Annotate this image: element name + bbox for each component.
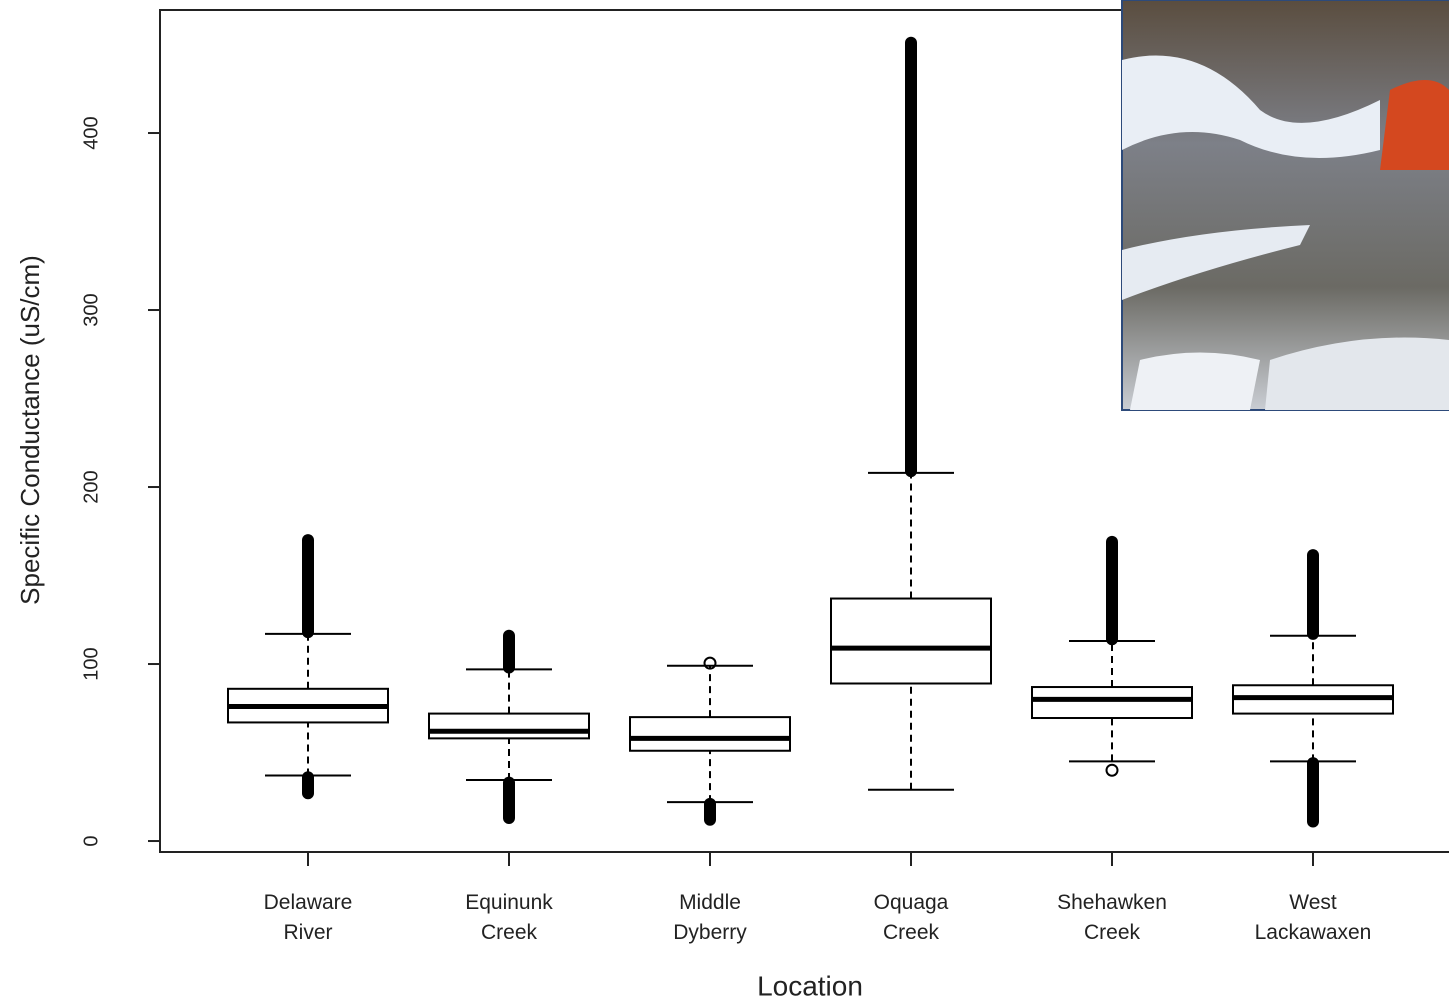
y-tick-label: 100 bbox=[80, 647, 102, 680]
box bbox=[1032, 687, 1192, 718]
x-tick-label: Middle Dyberry bbox=[650, 888, 770, 948]
y-tick-label: 0 bbox=[80, 835, 102, 846]
y-tick-label: 300 bbox=[80, 293, 102, 326]
box bbox=[831, 599, 991, 684]
x-tick-label: Shehawken Creek bbox=[1052, 888, 1172, 948]
box bbox=[429, 714, 589, 739]
y-tick-label: 400 bbox=[80, 116, 102, 149]
y-axis-label: Specific Conductance (uS/cm) bbox=[15, 255, 45, 605]
box bbox=[630, 717, 790, 751]
page: Specific Conductance (uS/cm) Location 0 1… bbox=[0, 0, 1449, 1003]
x-tick-label: Oquaga Creek bbox=[851, 888, 971, 948]
chart: Specific Conductance (uS/cm) Location 0 1… bbox=[0, 0, 1449, 1003]
photo-inset bbox=[1122, 0, 1449, 410]
x-tick-label: Delaware River bbox=[248, 888, 368, 948]
x-axis-label: Location bbox=[757, 970, 863, 1001]
x-tick-label: West Lackawaxen bbox=[1253, 888, 1373, 948]
y-tick-label: 200 bbox=[80, 470, 102, 503]
outlier bbox=[1107, 765, 1118, 776]
x-tick-label: Equinunk Creek bbox=[449, 888, 569, 948]
